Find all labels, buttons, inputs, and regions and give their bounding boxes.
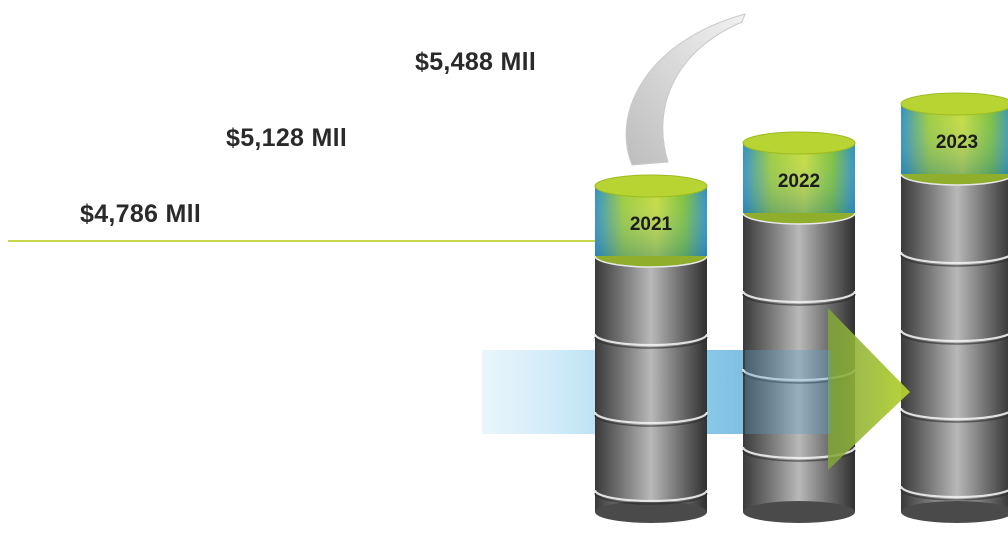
disc-shadow [594, 492, 708, 505]
bar-band-shade [595, 186, 707, 256]
disc-shadow [594, 336, 708, 349]
value-label-2022: $5,128 Mll [226, 124, 348, 152]
bar-cap [900, 92, 1008, 116]
bar-band-shade [901, 104, 1008, 174]
bar-category-label: 2021 [630, 214, 673, 235]
disc-shadow [900, 488, 1008, 501]
disc-separator [899, 407, 1008, 421]
disc-separator [593, 411, 709, 425]
bar-band-edge [594, 255, 708, 268]
disc-separator [899, 485, 1008, 499]
bar-category-label: 2023 [936, 132, 978, 153]
disc-separator [593, 333, 709, 347]
bar-band-edge [742, 212, 856, 225]
disc-separator [899, 329, 1008, 343]
progress-arrow-head [828, 308, 910, 470]
curved-arrow-decoration [625, 13, 746, 166]
disc-shadow [594, 414, 708, 427]
value-label-2021: $4,786 Mll [80, 200, 202, 228]
bar-cap [742, 131, 856, 155]
disc-separator [593, 489, 709, 503]
bar-category-label: 2022 [778, 171, 820, 192]
disc-separator [741, 446, 857, 460]
bar-cap [594, 174, 708, 198]
disc-shadow [900, 410, 1008, 423]
disc-separator [899, 251, 1008, 265]
disc-shadow [900, 332, 1008, 345]
disc-shadow [742, 293, 856, 306]
bar-band-shade [743, 143, 855, 213]
disc-separator [741, 290, 857, 304]
disc-shadow [742, 449, 856, 462]
bar-band-edge [900, 173, 1008, 186]
bar-base [595, 501, 707, 523]
bar-2023: 2023 [899, 92, 1008, 523]
value-label-2023: $5,488 Mll [415, 48, 537, 76]
disc-shadow [900, 254, 1008, 267]
progress-arrow-overlay [745, 350, 831, 434]
bar-base [901, 501, 1008, 523]
bar-2021: 2021 [593, 174, 709, 523]
bar-base [743, 501, 855, 523]
